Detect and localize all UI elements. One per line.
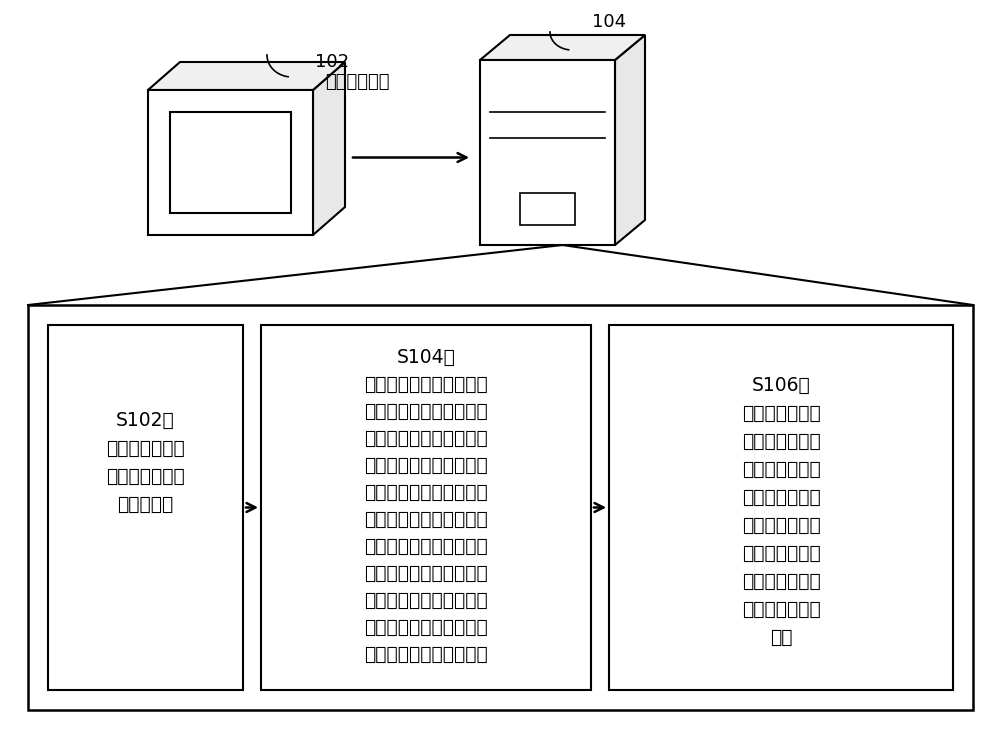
Text: 像对应的当前帧: 像对应的当前帧 bbox=[742, 431, 820, 451]
Bar bbox=[520, 193, 575, 225]
Polygon shape bbox=[615, 35, 645, 245]
Text: 同一场景下的多: 同一场景下的多 bbox=[106, 466, 185, 485]
Text: 应的第二参数相关，第二: 应的第二参数相关，第二 bbox=[364, 563, 488, 582]
Text: 获取多张曝光图: 获取多张曝光图 bbox=[742, 403, 820, 423]
Text: S102，: S102， bbox=[116, 411, 175, 429]
Polygon shape bbox=[480, 60, 615, 245]
Polygon shape bbox=[480, 35, 645, 60]
Polygon shape bbox=[148, 90, 313, 235]
Text: 图像分别进行降噪处理，: 图像分别进行降噪处理， bbox=[364, 402, 488, 420]
Text: 104: 104 bbox=[592, 13, 626, 31]
Text: 应的前一帧原始数据的亮: 应的前一帧原始数据的亮 bbox=[364, 617, 488, 636]
Text: ，第一参数的取值与曝光: ，第一参数的取值与曝光 bbox=[364, 482, 488, 502]
Text: 图像: 图像 bbox=[770, 628, 792, 647]
Text: 度区间分布具有映射关系: 度区间分布具有映射关系 bbox=[364, 645, 488, 664]
Text: S104，: S104， bbox=[397, 348, 455, 366]
Bar bbox=[261, 325, 591, 690]
Text: 其中，每一张曝光图像对: 其中，每一张曝光图像对 bbox=[364, 428, 488, 448]
Polygon shape bbox=[148, 62, 345, 90]
Text: 参数的取值与曝光图像对: 参数的取值与曝光图像对 bbox=[364, 591, 488, 610]
Text: S106，: S106， bbox=[752, 375, 810, 394]
Text: 别对应的第二参: 别对应的第二参 bbox=[742, 516, 820, 534]
Bar bbox=[28, 305, 973, 710]
Text: 据在宽动态融合过程中对: 据在宽动态融合过程中对 bbox=[364, 536, 488, 556]
Text: 获取同一时刻在: 获取同一时刻在 bbox=[106, 439, 185, 457]
Text: 数的取值，将多: 数的取值，将多 bbox=[742, 543, 820, 562]
Text: 图像对应的前一帧原始数: 图像对应的前一帧原始数 bbox=[364, 510, 488, 528]
Text: 应于一个第一参数的取值: 应于一个第一参数的取值 bbox=[364, 456, 488, 474]
Polygon shape bbox=[313, 62, 345, 235]
Text: 张曝光图像: 张曝光图像 bbox=[117, 494, 174, 514]
Text: 张曝光图像融合: 张曝光图像融合 bbox=[742, 571, 820, 591]
Text: 得到宽动态融合: 得到宽动态融合 bbox=[742, 599, 820, 619]
Text: 原始数据在宽动: 原始数据在宽动 bbox=[742, 460, 820, 479]
Bar bbox=[48, 325, 243, 690]
Polygon shape bbox=[170, 112, 291, 213]
Text: 使用第一参数对多张曝光: 使用第一参数对多张曝光 bbox=[364, 374, 488, 394]
Bar bbox=[609, 325, 953, 690]
Text: 视频图像数据: 视频图像数据 bbox=[325, 73, 390, 91]
Text: 态融合过程中分: 态融合过程中分 bbox=[742, 488, 820, 506]
Text: 102: 102 bbox=[315, 53, 349, 71]
